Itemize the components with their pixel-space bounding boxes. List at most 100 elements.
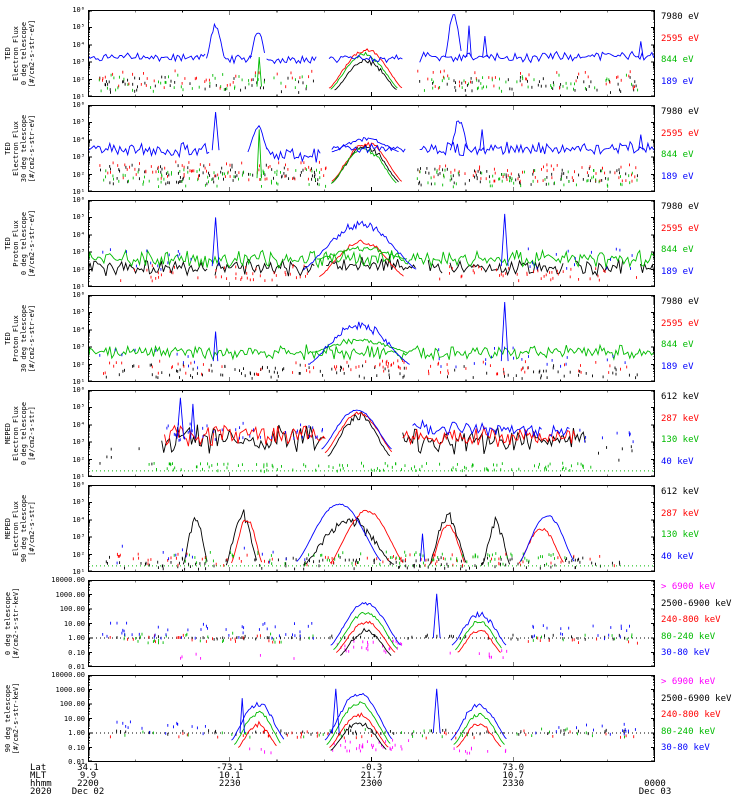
y-tick-label: 10⁴ [72, 40, 85, 49]
ylabel-line: Electron Flux [12, 406, 20, 461]
series-trace-844 eV [312, 338, 408, 353]
y-tick-label: 10⁴ [72, 420, 85, 429]
y-tick-label: 10¹ [72, 283, 85, 291]
lat-row-label: Lat [30, 763, 47, 773]
y-tick-label: 10⁶ [72, 481, 85, 489]
y-tick-label: 10⁶ [72, 101, 85, 109]
series-points-> 6900 keV [449, 649, 508, 659]
hhmm-row-label: hhmm [30, 779, 52, 789]
series-trace-844 eV [88, 343, 654, 362]
series-trace-189 eV [88, 141, 210, 159]
ylabel-line: [#/cm2-s-str-eV] [28, 19, 36, 88]
series-trace-7980 eV [88, 258, 315, 277]
panel-ylabel-meped-electron-90deg: MEPED Electron Flux 90 deg telescope [#/cm2… [4, 485, 36, 572]
lat-value: 34.1 [77, 763, 99, 773]
series-points-240-800 keV [527, 636, 638, 645]
series-trace-240-800 keV [335, 620, 396, 653]
series-trace-612 keV [402, 427, 586, 455]
ylabel-line: 90 deg telescope [4, 684, 12, 753]
series-points-612 keV [598, 445, 633, 462]
series-trace-189 eV [223, 54, 253, 65]
series-points-2595 eV [334, 359, 407, 373]
series-trace-30-80 keV [451, 610, 507, 646]
y-tick-label: 10³ [72, 153, 85, 162]
y-tick-label: 10² [72, 265, 85, 274]
series-trace-189 eV [266, 54, 317, 65]
axis-major-ticks [88, 485, 655, 572]
series-trace-612 keV [428, 511, 467, 566]
panel-ylabel-meped-electron-0deg: MEPED Electron Flux 0 deg telescope [#/cm2-… [4, 390, 36, 477]
panel-border [88, 390, 655, 477]
y-tick-label: 10³ [72, 343, 85, 352]
mlt-row-label: MLT [30, 771, 47, 781]
panel-plot-ted-proton-0deg [88, 200, 655, 287]
axis-minor-ticks [88, 485, 655, 572]
series-trace-7980 eV [334, 58, 397, 91]
y-tick-label: 10² [72, 550, 85, 559]
ylabel-line: [#/cm2-s-str-keV] [12, 587, 20, 660]
series-trace-7980 eV [326, 256, 416, 272]
series-points-2595 eV [439, 264, 637, 283]
series-trace-612 keV [225, 509, 257, 566]
date-left: Dec 02 [71, 787, 105, 797]
y-tick-label: 10⁵ [72, 23, 85, 32]
series-spike-40 keV [419, 533, 426, 562]
series-trace-287 keV [402, 425, 576, 448]
series-trace-80-240 keV [233, 710, 281, 745]
energy-label: 2595 eV [661, 318, 699, 329]
series-trace-287 keV [231, 519, 263, 564]
energy-label: 7980 eV [661, 202, 699, 212]
series-points-189 eV [102, 248, 192, 271]
axis-major-ticks [88, 295, 655, 382]
energy-label: 189 eV [661, 266, 694, 277]
panel-border [88, 10, 655, 97]
y-tick-label: 100.00 [59, 700, 85, 708]
panel-ylabel-ted-proton-0deg: TED Proton Flux 0 deg telescope [#/cm2-s-st… [4, 200, 36, 287]
series-points-2595 eV [120, 264, 308, 283]
series-points-240-800 keV [109, 729, 635, 740]
axis-minor-ticks [88, 10, 655, 97]
series-trace-40 keV [296, 503, 382, 562]
panel-plot-ted-electron-30deg [88, 105, 655, 192]
ylabel-line: Proton Flux [12, 220, 20, 267]
series-trace-2500-6900 keV [330, 722, 387, 751]
series-points-30-80 keV [532, 624, 630, 641]
mlt-value: 10.7 [502, 771, 525, 781]
y-tick-label: 0.01 [68, 663, 85, 671]
y-tick-label: 10² [72, 455, 85, 464]
ylabel-line: 90 deg telescope [20, 494, 28, 563]
series-trace-30-80 keV [324, 692, 393, 741]
ylabel-line: [#/cm2-s-str-eV] [28, 114, 36, 183]
y-tick-label: 0.01 [68, 758, 85, 766]
lat-value: -0.3 [360, 763, 383, 773]
energy-label: 189 eV [661, 361, 694, 372]
y-tick-label: 1000.00 [55, 590, 85, 599]
series-points-> 6900 keV [332, 738, 410, 753]
y-tick-label: 10¹ [72, 188, 85, 196]
energy-label: 40 keV [661, 551, 694, 562]
series-points-2595 eV [419, 163, 637, 183]
series-points-2595 eV [99, 69, 313, 90]
series-trace-189 eV [419, 50, 655, 64]
ylabel-line: Electron Flux [12, 26, 20, 81]
series-points-844 eV [98, 73, 308, 93]
panel-ylabel-ted-proton-30deg: TED Proton Flux 30 deg telescope [#/cm2-s-s… [4, 295, 36, 382]
series-trace-2500-6900 keV [340, 627, 392, 656]
ylabel-line: [#/cm2-s-str-keV] [12, 682, 20, 755]
series-points-7980 eV [99, 75, 314, 94]
series-points-> 6900 keV [336, 639, 403, 654]
time-tick-label: 2230 [218, 779, 241, 789]
series-trace-189 eV [247, 124, 268, 153]
energy-label: 844 eV [661, 150, 694, 160]
series-spike-189 eV [638, 41, 644, 58]
series-points-130 keV [148, 461, 592, 474]
series-points-612 keV [99, 447, 153, 466]
y-tick-label: 10⁴ [72, 325, 85, 334]
energy-label: 30-80 keV [661, 648, 710, 658]
energy-label: 2595 eV [661, 33, 699, 44]
series-trace-612 keV [303, 516, 395, 566]
series-spike-189 eV [500, 213, 509, 267]
panel-ylabel-meped-proton-90deg: 90 deg telescope [#/cm2-s-str-keV] [4, 675, 20, 762]
series-points-844 eV [423, 73, 639, 93]
axis-minor-ticks [88, 675, 655, 762]
